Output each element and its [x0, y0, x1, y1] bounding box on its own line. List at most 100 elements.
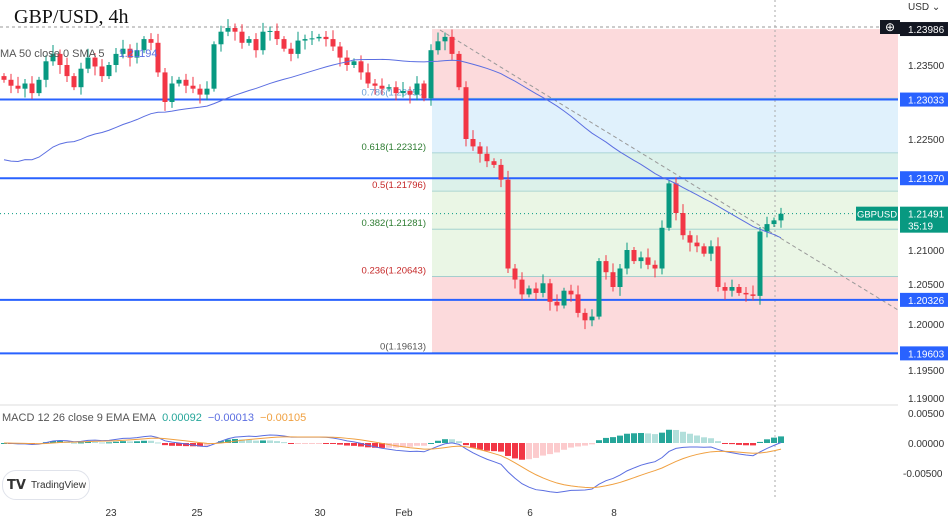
macd-histogram-bar: [680, 431, 686, 443]
candle-body: [36, 79, 42, 94]
candle-body: [197, 88, 203, 95]
candle-body: [344, 57, 350, 65]
macd-histogram-bar: [148, 440, 154, 443]
candle-body: [295, 40, 301, 54]
candle-body: [400, 90, 406, 94]
macd-histogram-bar: [477, 443, 483, 450]
candle-body: [722, 287, 728, 291]
macd-histogram-bar: [246, 439, 252, 443]
candle-body: [407, 90, 413, 95]
candle-body: [652, 264, 658, 269]
candle-body: [1, 76, 7, 80]
fib-level-label: 0.5(1.21796): [372, 180, 426, 191]
candle-body: [106, 65, 112, 77]
candle-body: [365, 72, 371, 84]
candle-body: [239, 31, 245, 43]
candle-body: [232, 28, 238, 32]
candle-body: [533, 288, 539, 293]
candle-body: [281, 39, 287, 49]
plus-circle-icon: ⊕: [885, 20, 895, 34]
candle-body: [113, 53, 119, 65]
fib-level-label: 0.618(1.22312): [362, 142, 426, 153]
candle-body: [666, 183, 672, 228]
price-level-badge: [900, 346, 948, 361]
candle-body: [575, 294, 581, 313]
tradingview-logo[interactable]: T𝗩 TradingView: [2, 470, 90, 500]
macd-histogram-bar: [218, 441, 224, 443]
candle-body: [22, 83, 28, 89]
chart-title: GBP/USD, 4h: [14, 6, 129, 28]
macd-histogram-bar: [701, 437, 707, 443]
macd-histogram-bar: [666, 429, 672, 443]
candle-body: [134, 50, 140, 58]
candle-body: [274, 30, 280, 40]
candle-body: [85, 57, 91, 69]
macd-histogram-bar: [225, 439, 231, 443]
macd-histogram-bar: [330, 443, 336, 444]
macd-histogram-bar: [358, 443, 364, 447]
macd-histogram-bar: [764, 439, 770, 443]
candle-body: [99, 66, 105, 77]
macd-histogram-bar: [750, 443, 756, 446]
macd-histogram-bar: [204, 443, 210, 447]
candle-body: [449, 36, 455, 54]
candle-body: [757, 231, 763, 296]
candle-body: [771, 220, 777, 225]
symbol-badge-label: GBPUSD: [857, 210, 897, 221]
add-alert-button: [880, 20, 900, 34]
last-price-badge: [900, 206, 948, 233]
time-tick-label: 8: [611, 508, 617, 519]
macd-histogram-bar: [197, 443, 203, 447]
candle-body: [484, 153, 490, 162]
candle-body: [610, 272, 616, 287]
macd-histogram-bar: [414, 443, 420, 446]
candle-body: [428, 50, 434, 99]
candle-body: [155, 42, 161, 73]
price-tick-label: 1.22500: [908, 135, 945, 146]
macd-histogram-bar: [281, 442, 287, 444]
macd-histogram-bar: [687, 433, 693, 443]
fib-zone: [432, 229, 898, 277]
candle-body: [519, 279, 525, 295]
candle-body: [582, 312, 588, 321]
candle-body: [463, 87, 469, 139]
macd-tick-label: -0.00500: [903, 469, 943, 480]
trend-line: [439, 29, 899, 311]
price-level-badge: [900, 92, 948, 107]
candle-body: [169, 83, 175, 102]
macd-histogram-bar: [610, 437, 616, 443]
candle-body: [512, 268, 518, 280]
price-level-badge: [900, 171, 948, 186]
macd-histogram-bar: [561, 443, 567, 450]
macd-histogram-bar: [288, 443, 294, 444]
currency-selector[interactable]: USD ⌄: [908, 2, 941, 13]
candle-body: [162, 72, 168, 102]
candle-body: [708, 246, 714, 254]
macd-histogram-bar: [421, 443, 427, 446]
candle-body: [498, 164, 504, 180]
macd-histogram-bar: [78, 442, 84, 444]
macd-histogram-bar: [323, 443, 329, 444]
macd-legend[interactable]: MACD 12 26 close 9 EMA EMA 0.00092 −0.0001…: [2, 412, 307, 424]
candle-body: [379, 85, 385, 89]
macd-histogram-bar: [295, 443, 301, 444]
macd-histogram-bar: [638, 432, 644, 443]
candle-body: [323, 36, 329, 40]
candle-body: [337, 46, 343, 58]
candle-body: [743, 292, 749, 295]
macd-histogram-bar: [134, 441, 140, 443]
price-tick-label: 1.20500: [908, 280, 945, 291]
macd-histogram-bar: [624, 433, 630, 443]
candle-body: [29, 83, 35, 94]
candle-body: [764, 224, 770, 232]
price-level-badge: [900, 22, 948, 37]
candle-body: [211, 44, 217, 89]
candle-body: [547, 283, 553, 302]
fib-level-label: 0.382(1.21281): [362, 218, 426, 229]
macd-histogram-bar: [155, 442, 161, 444]
macd-histogram-bar: [771, 437, 777, 443]
macd-histogram-bar: [127, 441, 133, 443]
ma-legend[interactable]: MA 50 close 0 SMA 5 1.21194: [0, 48, 158, 60]
macd-histogram-bar: [435, 440, 441, 443]
